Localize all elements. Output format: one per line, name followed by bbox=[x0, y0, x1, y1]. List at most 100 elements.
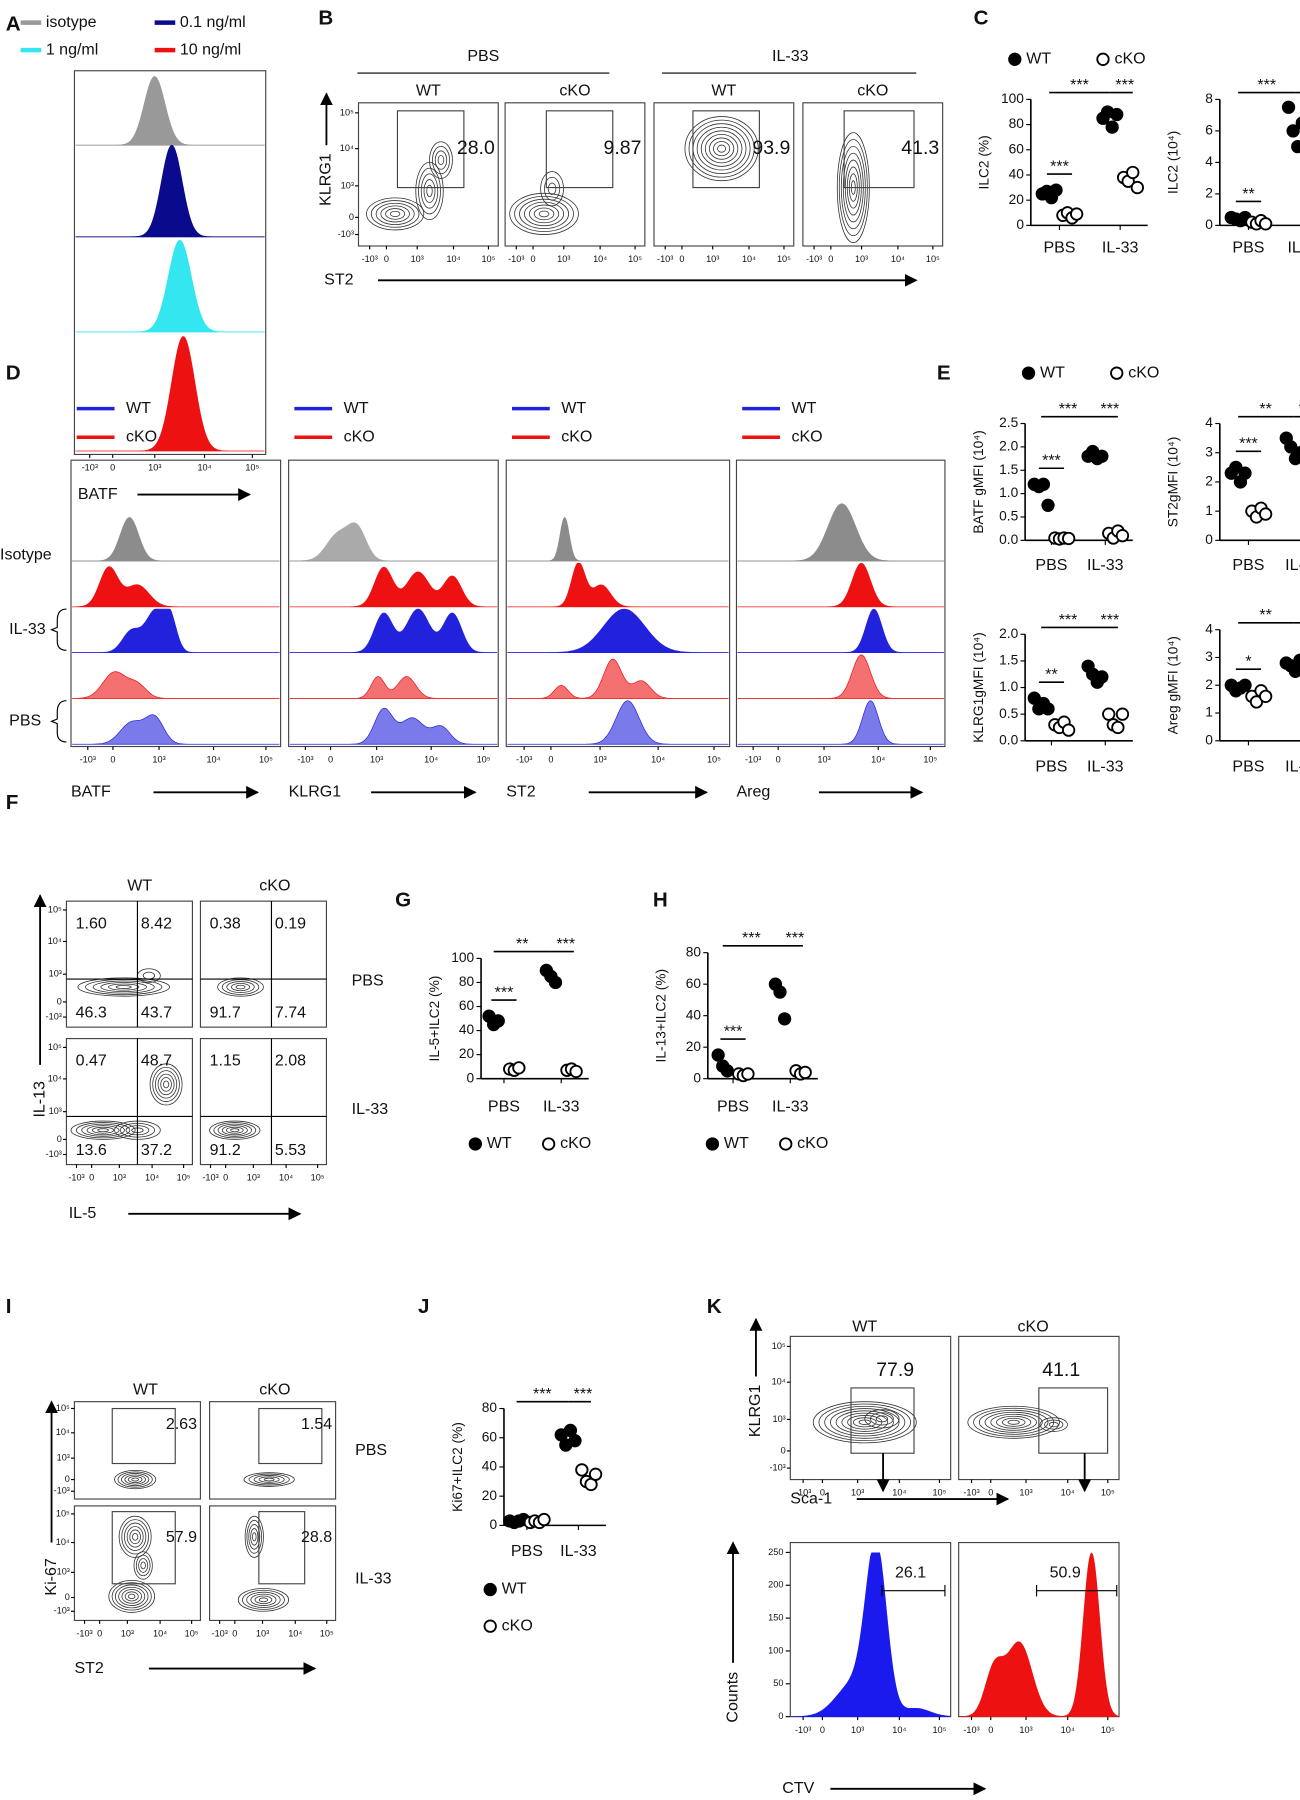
panel-letter: J bbox=[418, 1295, 429, 1318]
x-tick-label: -10³ bbox=[297, 755, 313, 765]
y-tick-label: 2 bbox=[1205, 474, 1213, 489]
y-tick-label: 0.0 bbox=[999, 532, 1018, 547]
legend-label: isotype bbox=[46, 13, 97, 31]
data-point bbox=[777, 1012, 792, 1026]
x-tick-label: 10⁴ bbox=[153, 1629, 167, 1639]
x-tick-label: 10³ bbox=[851, 1725, 864, 1735]
contour bbox=[114, 1469, 157, 1490]
y-tick-label: 0 bbox=[467, 1070, 475, 1085]
x-tick-label: -10³ bbox=[963, 1725, 979, 1735]
data-point bbox=[1061, 723, 1076, 737]
contour bbox=[864, 1409, 900, 1429]
significance-label: *** bbox=[1070, 76, 1089, 94]
legend-marker bbox=[483, 1582, 497, 1597]
x-tick-label: 0 bbox=[820, 1725, 825, 1735]
contour bbox=[126, 1526, 144, 1548]
quadrant-value: 13.6 bbox=[76, 1141, 107, 1159]
significance-label: ** bbox=[1259, 400, 1271, 418]
legend-label: WT bbox=[502, 1580, 527, 1598]
panel-letter: C bbox=[974, 7, 989, 30]
data-point bbox=[1284, 440, 1298, 454]
y-tick-label: -10³ bbox=[46, 1149, 62, 1159]
plot-frame bbox=[288, 459, 499, 748]
significance-label: *** bbox=[574, 1385, 593, 1403]
y-tick-label: 10³ bbox=[49, 969, 62, 979]
data-point bbox=[1286, 124, 1300, 138]
plot-frame bbox=[958, 1335, 1120, 1481]
significance-label: *** bbox=[1042, 452, 1061, 470]
contour bbox=[128, 1593, 136, 1600]
x-tick-label: 10⁴ bbox=[1061, 1488, 1075, 1498]
y-axis-label: BATF gMFI (10⁴) bbox=[971, 430, 986, 533]
contour bbox=[528, 204, 560, 224]
y-tick-label: 1.0 bbox=[999, 679, 1018, 694]
x-tick-label: 0 bbox=[988, 1488, 993, 1498]
x-tick-label: 10⁴ bbox=[1061, 1725, 1075, 1735]
contour bbox=[1044, 1419, 1064, 1430]
contour bbox=[118, 1586, 146, 1606]
significance-label: * bbox=[1245, 653, 1251, 671]
x-tick-label: -10³ bbox=[202, 1173, 218, 1183]
y-tick-label: 10⁵ bbox=[772, 1341, 786, 1351]
legend-label: cKO bbox=[126, 428, 157, 446]
y-tick-label: -10³ bbox=[54, 1606, 70, 1616]
contour bbox=[132, 1532, 139, 1541]
x-tick-label: 10⁵ bbox=[259, 755, 273, 765]
x-tick-label: 10⁴ bbox=[424, 755, 438, 765]
x-tick-label: 10⁴ bbox=[206, 755, 220, 765]
legend-label: cKO bbox=[344, 428, 375, 446]
legend-marker bbox=[483, 1619, 497, 1633]
legend-label: cKO bbox=[502, 1616, 533, 1634]
contour bbox=[111, 1582, 152, 1611]
group-label: IL-33 bbox=[772, 47, 809, 65]
plot-frame bbox=[653, 102, 795, 247]
plot-frame bbox=[199, 1038, 328, 1166]
contour bbox=[509, 192, 579, 235]
y-tick-label: 10⁵ bbox=[56, 1403, 70, 1413]
x-tick-label: 0 bbox=[531, 254, 536, 264]
gate bbox=[843, 110, 915, 189]
quadrant-value: 1.15 bbox=[210, 1052, 241, 1070]
contour bbox=[160, 1077, 172, 1092]
y-tick-label: 10⁴ bbox=[48, 936, 62, 946]
quadrant-value: 43.7 bbox=[141, 1004, 172, 1022]
legend-label: WT bbox=[487, 1134, 512, 1152]
contour bbox=[253, 1475, 285, 1485]
contour bbox=[248, 1524, 261, 1550]
x-tick-label: -10³ bbox=[508, 254, 524, 264]
row-label: IL-33 bbox=[9, 620, 46, 638]
x-tick-label: 10⁵ bbox=[628, 254, 642, 264]
gate-value: 93.9 bbox=[752, 137, 790, 159]
y-tick-label: -10³ bbox=[54, 1486, 70, 1496]
significance-label: *** bbox=[1101, 400, 1120, 418]
panel-letter: K bbox=[707, 1295, 722, 1318]
contour bbox=[221, 979, 260, 995]
data-point bbox=[711, 1048, 725, 1062]
contour bbox=[243, 1472, 295, 1487]
x-tick-label: 0 bbox=[232, 1629, 237, 1639]
contour bbox=[115, 985, 132, 989]
x-tick-label: IL-33 bbox=[1087, 757, 1124, 775]
quadrant-value: 5.53 bbox=[275, 1141, 306, 1159]
y-tick-label: 0 bbox=[781, 1445, 786, 1455]
y-tick-label: 1.0 bbox=[999, 485, 1018, 500]
gate bbox=[111, 1511, 176, 1585]
contour bbox=[157, 1073, 175, 1096]
legend-label: 10 ng/ml bbox=[180, 40, 241, 58]
x-tick-label: 10⁴ bbox=[446, 254, 460, 264]
y-axis-label: Ki-67 bbox=[42, 1558, 60, 1595]
y-tick-label: 100 bbox=[451, 950, 474, 965]
x-tick-label: -10³ bbox=[80, 755, 96, 765]
legend-marker bbox=[705, 1137, 720, 1151]
x-tick-label: 0 bbox=[110, 755, 115, 765]
contour bbox=[700, 130, 743, 167]
contour bbox=[154, 1070, 178, 1099]
contour bbox=[108, 1579, 156, 1613]
data-point bbox=[1049, 183, 1063, 197]
histogram bbox=[289, 707, 498, 745]
y-tick-label: 80 bbox=[686, 944, 702, 959]
column-label: WT bbox=[127, 876, 152, 894]
x-tick-label: -10³ bbox=[657, 254, 673, 264]
